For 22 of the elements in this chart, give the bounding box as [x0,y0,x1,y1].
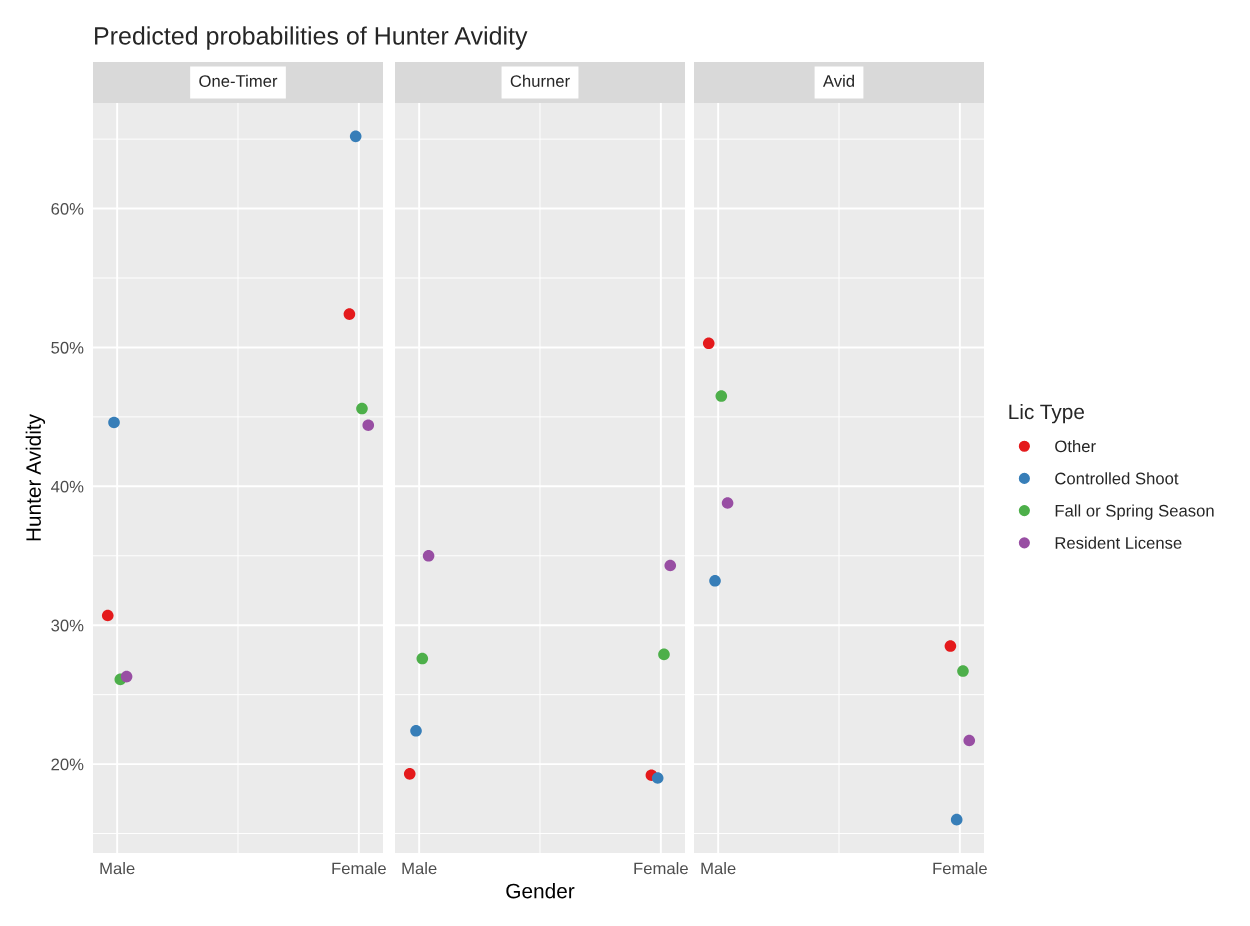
x-tick-label: Male [402,862,437,875]
y-tick-label: 30% [51,619,84,632]
x-tick-label: Female [634,862,688,875]
chart-subtitle: Churner [510,74,570,87]
x-tick-label: Female [332,862,386,875]
legend-label: Other [1055,439,1096,453]
legend-title: Lic Type [1009,403,1084,424]
y-tick-label: 40% [51,480,84,493]
legend-label: Resident License [1055,536,1182,549]
legend-label: Fall or Spring Season [1055,504,1214,520]
y-tick-label: 60% [51,202,84,215]
y-axis-title: Hunter Avidity [25,413,46,541]
x-tick-label: Male [701,862,736,875]
chart-title: Predicted probabilities of Hunter Avidity [95,26,528,50]
chart-subtitle: One-Timer [199,74,278,87]
y-tick-label: 20% [51,758,84,771]
y-tick-label: 50% [51,341,84,354]
legend-label: Controlled Shoot [1055,472,1179,485]
x-tick-label: Female [933,862,987,875]
x-tick-label: Male [100,862,135,875]
chart-subtitle: Avid [822,74,854,87]
x-axis-title: Gender [506,883,575,899]
